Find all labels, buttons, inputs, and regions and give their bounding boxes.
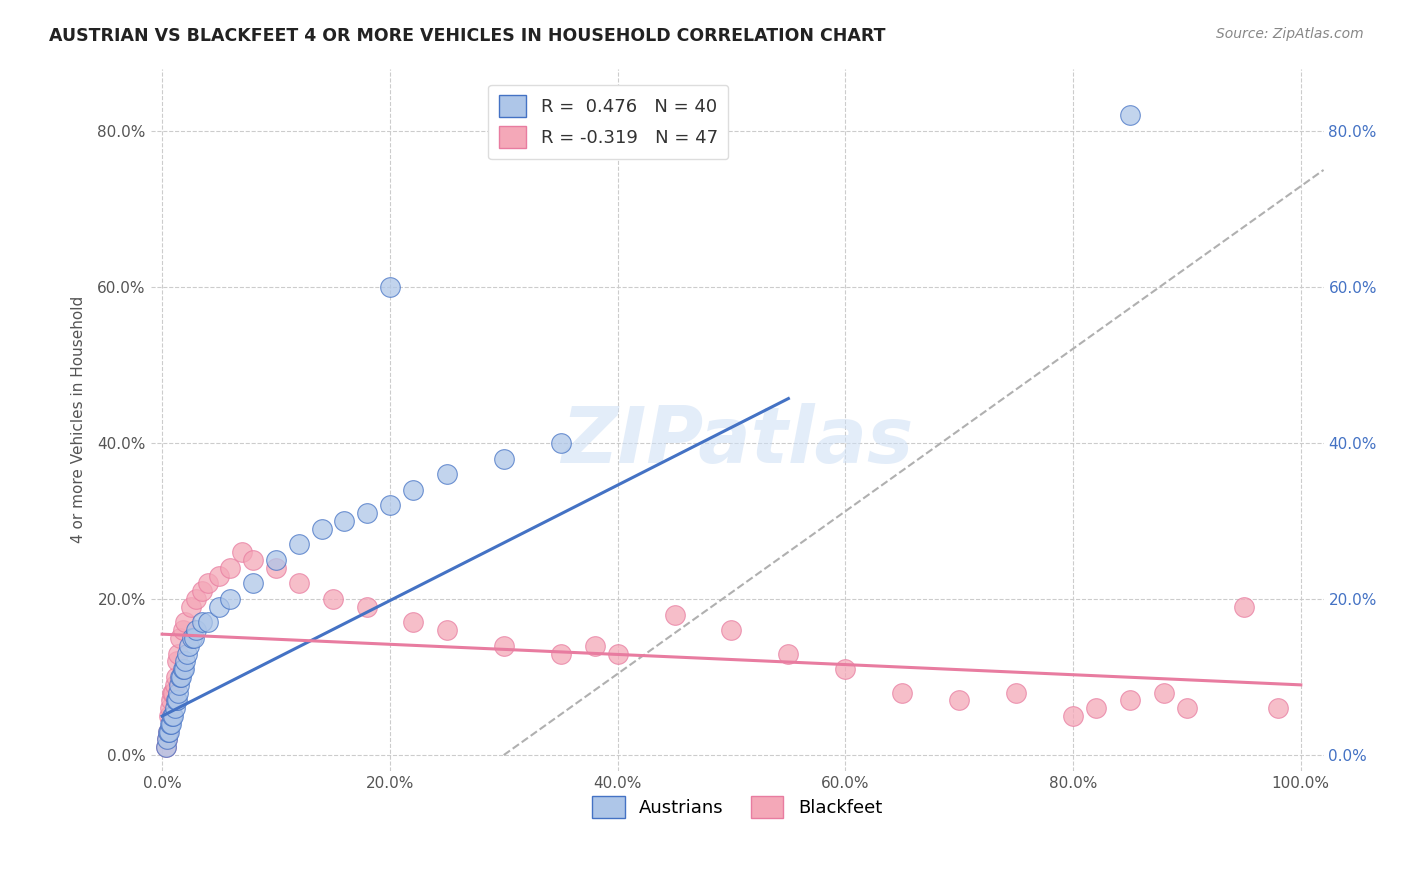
Point xyxy=(197,615,219,630)
Point xyxy=(160,717,183,731)
Point xyxy=(550,436,572,450)
Point xyxy=(180,631,202,645)
Point xyxy=(948,693,970,707)
Point xyxy=(157,709,180,723)
Point xyxy=(242,576,264,591)
Point xyxy=(163,678,186,692)
Point xyxy=(165,693,187,707)
Point xyxy=(287,576,309,591)
Point xyxy=(167,678,190,692)
Point xyxy=(165,670,187,684)
Point xyxy=(436,624,458,638)
Point xyxy=(378,280,401,294)
Point xyxy=(583,639,606,653)
Point xyxy=(191,584,214,599)
Point xyxy=(891,686,914,700)
Point xyxy=(156,732,179,747)
Point xyxy=(287,537,309,551)
Point xyxy=(231,545,253,559)
Point xyxy=(436,467,458,482)
Point xyxy=(1005,686,1028,700)
Point xyxy=(1267,701,1289,715)
Point xyxy=(191,615,214,630)
Point xyxy=(173,662,195,676)
Point xyxy=(179,639,201,653)
Point xyxy=(492,639,515,653)
Point xyxy=(162,686,184,700)
Point xyxy=(162,709,184,723)
Point xyxy=(197,576,219,591)
Point xyxy=(1084,701,1107,715)
Point xyxy=(156,724,179,739)
Point xyxy=(170,670,193,684)
Point xyxy=(186,592,208,607)
Point xyxy=(1119,108,1142,122)
Point xyxy=(322,592,344,607)
Point xyxy=(401,483,423,497)
Text: Source: ZipAtlas.com: Source: ZipAtlas.com xyxy=(1216,27,1364,41)
Point xyxy=(155,740,177,755)
Point xyxy=(156,732,179,747)
Point xyxy=(401,615,423,630)
Point xyxy=(664,607,686,622)
Point xyxy=(167,686,190,700)
Point xyxy=(176,647,198,661)
Point xyxy=(156,724,179,739)
Point xyxy=(1175,701,1198,715)
Point xyxy=(1119,693,1142,707)
Point xyxy=(166,693,188,707)
Legend: Austrians, Blackfeet: Austrians, Blackfeet xyxy=(585,789,889,825)
Point xyxy=(1153,686,1175,700)
Point xyxy=(208,568,231,582)
Point xyxy=(242,553,264,567)
Point xyxy=(720,624,742,638)
Point xyxy=(159,717,181,731)
Point xyxy=(492,451,515,466)
Point xyxy=(159,701,181,715)
Point xyxy=(311,522,333,536)
Point xyxy=(169,631,191,645)
Text: ZIPatlas: ZIPatlas xyxy=(561,402,914,479)
Point xyxy=(208,599,231,614)
Point xyxy=(606,647,628,661)
Point xyxy=(834,662,856,676)
Point xyxy=(167,647,190,661)
Point xyxy=(378,499,401,513)
Point xyxy=(550,647,572,661)
Point xyxy=(1233,599,1256,614)
Point xyxy=(219,561,242,575)
Point xyxy=(1062,709,1084,723)
Y-axis label: 4 or more Vehicles in Household: 4 or more Vehicles in Household xyxy=(72,296,86,543)
Point xyxy=(160,693,183,707)
Point xyxy=(186,624,208,638)
Point xyxy=(166,655,188,669)
Point xyxy=(155,740,177,755)
Point xyxy=(162,686,184,700)
Point xyxy=(162,709,184,723)
Point xyxy=(173,615,195,630)
Point xyxy=(264,553,287,567)
Point xyxy=(169,670,191,684)
Point xyxy=(180,599,202,614)
Point xyxy=(778,647,800,661)
Point xyxy=(264,561,287,575)
Point xyxy=(356,506,378,520)
Point xyxy=(163,701,186,715)
Point xyxy=(172,662,194,676)
Point xyxy=(172,624,194,638)
Text: AUSTRIAN VS BLACKFEET 4 OR MORE VEHICLES IN HOUSEHOLD CORRELATION CHART: AUSTRIAN VS BLACKFEET 4 OR MORE VEHICLES… xyxy=(49,27,886,45)
Point xyxy=(356,599,378,614)
Point xyxy=(333,514,356,528)
Point xyxy=(219,592,242,607)
Point xyxy=(157,724,180,739)
Point xyxy=(183,631,205,645)
Point xyxy=(173,655,195,669)
